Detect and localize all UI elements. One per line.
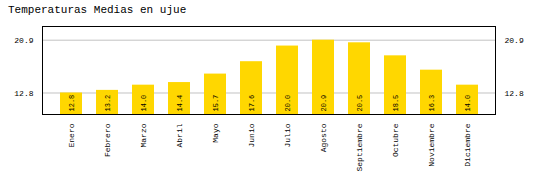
svg-text:20.9: 20.9 (14, 36, 33, 45)
svg-text:20.9: 20.9 (505, 36, 524, 45)
svg-text:Junio: Junio (247, 123, 256, 147)
svg-text:15.7: 15.7 (212, 95, 220, 112)
svg-text:20.9: 20.9 (320, 95, 328, 112)
svg-text:18.5: 18.5 (392, 95, 400, 112)
svg-text:Abril: Abril (175, 123, 184, 147)
svg-text:Agosto: Agosto (319, 123, 328, 152)
svg-text:Febrero: Febrero (103, 123, 112, 157)
svg-text:12.8: 12.8 (505, 89, 524, 98)
svg-text:Octubre: Octubre (391, 123, 400, 157)
svg-text:14.0: 14.0 (140, 95, 148, 112)
svg-text:14.4: 14.4 (176, 95, 184, 112)
svg-text:20.0: 20.0 (284, 95, 292, 112)
svg-text:Diciembre: Diciembre (463, 123, 472, 166)
svg-text:12.8: 12.8 (14, 89, 33, 98)
svg-text:Enero: Enero (67, 123, 76, 147)
svg-text:Julio: Julio (283, 123, 292, 147)
svg-text:Septiembre: Septiembre (355, 123, 364, 171)
svg-text:13.2: 13.2 (104, 95, 112, 112)
svg-text:17.6: 17.6 (248, 95, 256, 112)
svg-text:Mayo: Mayo (211, 123, 220, 142)
svg-text:12.8: 12.8 (68, 95, 76, 112)
svg-text:16.3: 16.3 (428, 95, 436, 112)
svg-text:14.0: 14.0 (464, 95, 472, 112)
html-text:Temperaturas Medias en ujue: Temperaturas Medias en ujue (8, 4, 187, 16)
svg-text:Noviembre: Noviembre (427, 123, 436, 166)
svg-text:20.5: 20.5 (356, 95, 364, 112)
svg-text:Marzo: Marzo (139, 123, 148, 147)
